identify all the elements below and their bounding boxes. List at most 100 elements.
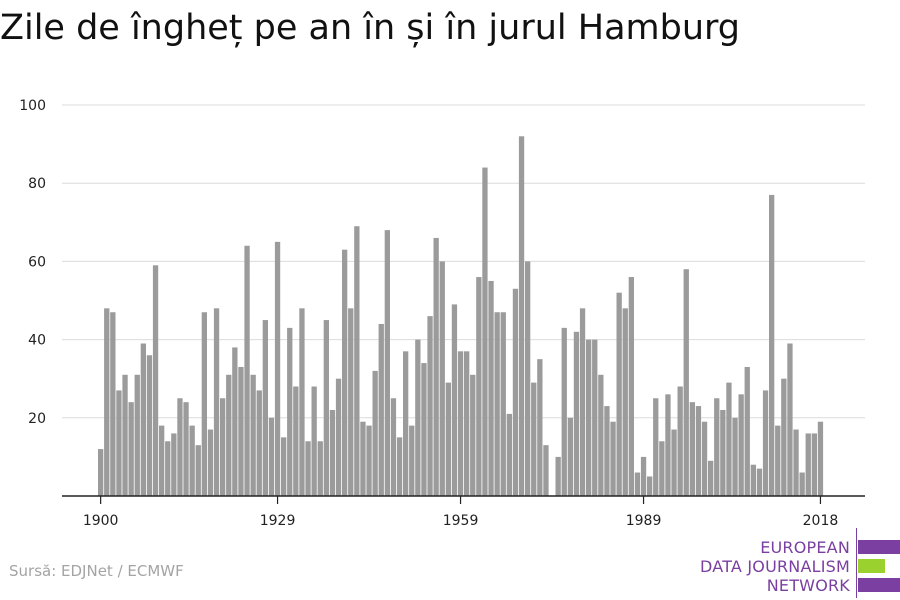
bar-1993 xyxy=(665,394,671,496)
bar-1922 xyxy=(232,347,238,496)
bar-1986 xyxy=(622,308,628,496)
bar-1928 xyxy=(268,417,275,496)
bar-1915 xyxy=(189,425,195,496)
bar-2011 xyxy=(775,425,781,496)
bar-1990 xyxy=(647,476,653,496)
x-tick-label: 1929 xyxy=(260,513,296,529)
bar-1923 xyxy=(238,366,244,496)
bar-2014 xyxy=(793,429,799,496)
bar-1944 xyxy=(366,425,372,496)
bar-1901 xyxy=(104,308,110,496)
bar-2007 xyxy=(750,464,756,496)
logo-line-network: NETWORK xyxy=(766,576,850,595)
bar-1958 xyxy=(451,304,458,496)
bar-1912 xyxy=(171,433,177,496)
x-tick-label: 2018 xyxy=(803,513,839,529)
bar-1935 xyxy=(311,386,317,496)
bar-1985 xyxy=(616,292,622,496)
bar-1965 xyxy=(494,312,500,496)
logo-bar-purple-bottom xyxy=(858,578,900,592)
bar-1983 xyxy=(604,406,610,496)
bar-1926 xyxy=(256,390,262,496)
bar-1939 xyxy=(335,378,342,496)
bar-1911 xyxy=(165,441,171,496)
bar-1941 xyxy=(348,308,354,496)
bar-1910 xyxy=(159,425,165,496)
bar-1942 xyxy=(354,226,360,496)
y-tick-label: 100 xyxy=(19,98,46,114)
bar-2010 xyxy=(769,194,775,496)
bar-1992 xyxy=(659,441,665,496)
edjnet-logo: EUROPEAN DATA JOURNALISM NETWORK xyxy=(700,528,900,598)
bar-1980 xyxy=(586,339,592,496)
bar-1955 xyxy=(433,237,439,496)
bar-1902 xyxy=(110,312,116,496)
bar-2001 xyxy=(714,398,720,496)
bar-1924 xyxy=(244,245,250,496)
bar-2009 xyxy=(762,390,769,496)
bar-1943 xyxy=(360,421,366,496)
bar-1930 xyxy=(281,437,287,496)
bar-1973 xyxy=(543,445,549,496)
source-note: Sursă: EDJNet / ECMWF xyxy=(9,562,184,580)
logo-line-data-journalism: DATA JOURNALISM xyxy=(700,557,850,576)
bar-1966 xyxy=(500,312,506,496)
bar-1931 xyxy=(287,327,293,496)
bar-1904 xyxy=(122,374,128,496)
bar-1909 xyxy=(152,265,159,496)
bar-1971 xyxy=(531,382,537,496)
bar-2016 xyxy=(805,433,811,496)
bar-1952 xyxy=(415,339,421,496)
bar-2002 xyxy=(720,409,726,496)
bar-1979 xyxy=(579,308,586,496)
x-tick-label: 1989 xyxy=(626,513,662,529)
bar-1913 xyxy=(177,398,183,496)
bar-1976 xyxy=(561,327,567,496)
bar-1947 xyxy=(384,230,390,496)
bar-1996 xyxy=(683,269,689,496)
bar-1940 xyxy=(342,249,348,496)
bar-1981 xyxy=(592,339,598,496)
bar-1903 xyxy=(116,390,122,496)
bar-2006 xyxy=(744,366,750,496)
bar-1963 xyxy=(482,167,488,496)
logo-divider xyxy=(856,528,857,598)
bar-1916 xyxy=(195,445,201,496)
bar-1960 xyxy=(464,351,470,496)
bar-2008 xyxy=(756,468,763,496)
bar-1972 xyxy=(537,359,543,496)
bar-1905 xyxy=(128,402,134,496)
bar-1906 xyxy=(134,374,140,496)
y-tick-label: 20 xyxy=(28,411,46,427)
bar-1967 xyxy=(506,413,512,496)
chart-title: Zile de îngheț pe an în și în jurul Hamb… xyxy=(0,8,741,48)
bar-1918 xyxy=(207,429,214,496)
logo-bar-purple-top xyxy=(858,540,900,554)
bar-1908 xyxy=(146,355,153,496)
bar-1964 xyxy=(488,280,494,496)
bar-1929 xyxy=(274,241,281,496)
bar-2005 xyxy=(738,394,744,496)
bar-1948 xyxy=(390,398,397,496)
bar-1956 xyxy=(439,261,445,496)
bar-1919 xyxy=(213,308,220,496)
bar-1937 xyxy=(323,320,329,496)
bar-1982 xyxy=(598,374,604,496)
bar-1957 xyxy=(445,382,451,496)
y-tick-label: 60 xyxy=(28,254,46,270)
bar-1917 xyxy=(201,312,207,496)
bar-2015 xyxy=(799,472,805,496)
bar-1954 xyxy=(427,316,433,496)
x-tick-label: 1959 xyxy=(443,513,479,529)
bar-1920 xyxy=(220,398,226,496)
bar-1962 xyxy=(476,277,482,496)
bar-1975 xyxy=(555,456,561,496)
bar-2017 xyxy=(811,433,817,496)
x-tick-label: 1900 xyxy=(83,513,119,529)
bar-1950 xyxy=(403,351,409,496)
bar-1925 xyxy=(250,374,256,496)
bar-2004 xyxy=(732,417,738,496)
bars xyxy=(98,136,824,496)
bar-1984 xyxy=(610,421,616,496)
